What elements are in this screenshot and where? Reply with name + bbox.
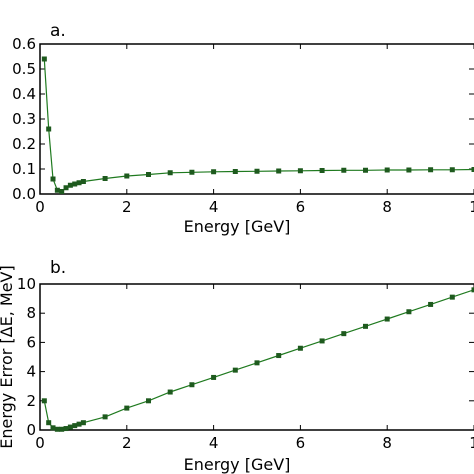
y-tick-label: 0.4 <box>12 85 36 103</box>
data-point <box>54 187 60 193</box>
panel-a: a. 0.0 0.1 0.2 0.3 0.4 0.5 0.6 0 2 4 6 8 1 Energy [GeV… <box>12 21 474 236</box>
y-tick-label: 0.3 <box>12 110 36 128</box>
data-point <box>59 426 65 432</box>
data-point <box>254 360 260 366</box>
data-point <box>232 169 238 174</box>
y-tick-label: 4 <box>26 363 36 381</box>
data-point <box>67 424 73 430</box>
data-point <box>471 287 474 293</box>
panel-b: b. 0 2 4 6 8 10 0 2 4 6 8 1 Energy [GeV] Energy Error … <box>0 258 474 474</box>
data-point <box>297 168 303 174</box>
x-tick-label: 2 <box>122 198 132 216</box>
x-tick-label: 8 <box>382 434 392 452</box>
x-tick-label: 0 <box>35 198 45 216</box>
data-point <box>124 405 130 411</box>
data-point <box>102 414 108 420</box>
y-tick-label: 10 <box>17 275 36 293</box>
data-point <box>146 172 151 177</box>
data-point <box>50 425 56 431</box>
x-tick-label: 6 <box>296 198 306 216</box>
data-point <box>363 323 368 329</box>
data-point <box>449 294 455 300</box>
x-tick-label: 4 <box>209 434 219 452</box>
data-point <box>80 420 86 426</box>
y-tick-label: 0.1 <box>12 160 36 178</box>
data-point <box>76 421 82 427</box>
y-tick-label: 2 <box>26 392 36 410</box>
data-point <box>341 331 347 337</box>
x-tick-label: 2 <box>122 434 132 452</box>
data-point <box>80 179 86 184</box>
data-point <box>124 173 130 179</box>
data-point <box>232 367 238 373</box>
x-axis-label: Energy [GeV] <box>184 217 291 236</box>
data-point <box>341 167 347 173</box>
panel-label: a. <box>50 21 66 41</box>
data-point <box>471 167 474 172</box>
data-point <box>102 176 108 181</box>
x-tick-label: 1 <box>469 198 474 216</box>
y-tick-label: 8 <box>26 304 36 322</box>
data-point <box>63 185 69 191</box>
data-point <box>297 345 303 351</box>
data-point <box>76 180 82 186</box>
data-point <box>46 420 52 426</box>
x-tick-label: 6 <box>296 434 306 452</box>
data-point <box>363 167 368 173</box>
y-tick-label: 0.5 <box>12 60 36 78</box>
data-point <box>146 398 151 404</box>
y-tick-label: 0.2 <box>12 135 36 153</box>
data-point <box>428 167 434 173</box>
data-point <box>211 374 217 380</box>
data-point <box>72 181 78 187</box>
data-point <box>50 176 56 182</box>
data-point <box>67 182 73 188</box>
data-point <box>319 338 325 344</box>
data-point <box>63 426 69 432</box>
y-tick-label: 0.0 <box>12 185 36 203</box>
data-point <box>384 316 390 322</box>
data-point <box>428 301 434 307</box>
y-tick-label: 6 <box>26 333 36 351</box>
data-point <box>41 56 47 62</box>
y-tick-label: 0 <box>26 421 36 439</box>
y-axis-label: Energy Error [ΔE, MeV] <box>0 265 16 449</box>
data-point <box>319 168 325 173</box>
x-tick-label: 4 <box>209 198 219 216</box>
data-point <box>449 167 455 173</box>
data-point <box>189 169 195 175</box>
data-point <box>189 382 195 388</box>
data-point <box>276 168 282 174</box>
x-tick-label: 0 <box>35 434 45 452</box>
data-point <box>54 426 60 432</box>
x-axis-label: Energy [GeV] <box>184 455 291 474</box>
data-point <box>167 389 173 395</box>
data-point <box>41 398 47 404</box>
x-tick-label: 8 <box>382 198 392 216</box>
panel-label: b. <box>50 258 66 278</box>
data-point <box>254 168 260 174</box>
data-point <box>72 423 78 429</box>
data-point <box>384 167 390 173</box>
x-tick-label: 1 <box>469 434 474 452</box>
data-point <box>276 353 282 359</box>
data-point <box>46 126 52 132</box>
y-tick-label: 0.6 <box>12 35 36 53</box>
data-point <box>167 170 173 176</box>
data-point <box>406 167 412 173</box>
plot-frame <box>39 283 474 431</box>
data-point <box>406 309 412 315</box>
data-point <box>211 169 217 175</box>
data-point <box>59 189 65 194</box>
